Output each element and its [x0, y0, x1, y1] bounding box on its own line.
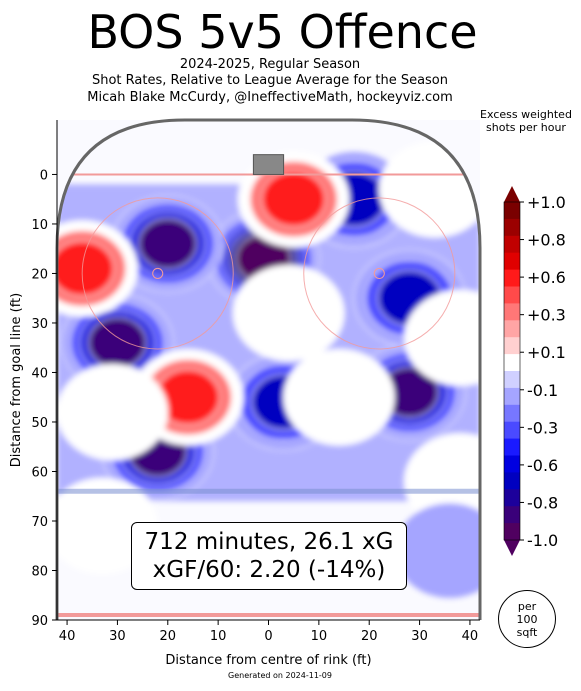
colorbar-tick-label: -0.3 — [527, 418, 558, 437]
colorbar-segment — [504, 489, 520, 507]
subtitle-author: Micah Blake McCurdy, @IneffectiveMath, h… — [87, 90, 453, 105]
x-tick-label: 10 — [210, 629, 227, 644]
x-tick-label: 40 — [462, 629, 479, 644]
colorbar-segment — [504, 371, 520, 389]
heatmap-region-18 — [393, 502, 480, 599]
colorbar-tick-label: -0.1 — [527, 381, 558, 400]
faceoff-circle-0 — [81, 197, 234, 350]
colorbar-segment — [504, 320, 520, 338]
x-tick-label: 30 — [411, 629, 428, 644]
colorbar-segment — [504, 337, 520, 355]
heatmap-region-14 — [404, 289, 480, 387]
colorbar-tick-label: +0.6 — [527, 268, 566, 287]
colorbar-segment — [504, 218, 520, 237]
x-tick-label: 30 — [109, 629, 126, 644]
colorbar-segment — [504, 387, 520, 406]
colorbar-tick-label: +1.0 — [527, 193, 566, 212]
stats-xgf60: xGF/60: 2.20 (-14%) — [152, 557, 386, 583]
x-tick-label: 20 — [361, 629, 378, 644]
y-tick-label: 70 — [31, 515, 48, 530]
y-axis-label: Distance from goal line (ft) — [9, 293, 24, 467]
per-label: per — [517, 599, 537, 613]
colorbar-segment — [504, 269, 520, 287]
colorbar-tick-label: +0.1 — [527, 343, 566, 362]
generated-date: Generated on 2024-11-09 — [228, 671, 332, 680]
faceoff-dot-0 — [152, 267, 164, 280]
y-tick-label: 60 — [31, 465, 48, 480]
heatmap-layer — [57, 141, 480, 599]
colorbar-segment — [504, 235, 520, 254]
colorbar-title: Excess weighted shots per hour — [480, 108, 572, 134]
colorbar-frame — [503, 201, 521, 541]
stats-box: 712 minutes, 26.1 xG xGF/60: 2.20 (-14%) — [131, 522, 407, 590]
y-tick-label: 10 — [31, 218, 48, 233]
heatmap-region-12 — [232, 264, 345, 362]
colorbar-segment — [504, 523, 520, 541]
colorbar-tick-label: +0.8 — [527, 231, 566, 250]
per-area-badge: per 100 sqft — [498, 590, 556, 648]
subtitle-season: 2024-2025, Regular Season — [179, 57, 361, 72]
colorbar-tick-label: -0.8 — [527, 493, 558, 512]
y-tick-label: 50 — [31, 416, 48, 431]
colorbar-segment — [504, 303, 520, 321]
y-tick-label: 40 — [31, 366, 48, 381]
axes: 40 30 20 10 0 10 20 30 40 0 10 20 30 40 50 60 70 80 90 Dist… — [9, 120, 480, 668]
colorbar-tick-label: -1.0 — [527, 531, 558, 550]
colorbar-tick-label: +0.3 — [527, 306, 566, 325]
colorbar-bottom-arrow — [504, 540, 520, 556]
y-tick-label: 20 — [31, 267, 48, 282]
heatmap-region-9 — [261, 171, 326, 228]
per-value: 100 — [516, 612, 538, 626]
faceoff-circle-1 — [303, 197, 456, 350]
chart-title: BOS 5v5 Offence — [87, 5, 478, 59]
heatmap-region-1 — [138, 218, 198, 270]
colorbar-top-arrow — [504, 186, 520, 202]
x-tick-label: 40 — [59, 629, 76, 644]
rink-markings — [57, 154, 480, 618]
colorbar-segment — [504, 252, 520, 271]
x-axis-label: Distance from centre of rink (ft) — [165, 653, 371, 668]
colorbar-segment — [504, 286, 520, 304]
colorbar-segment — [504, 404, 520, 423]
colorbar-segment — [504, 438, 520, 456]
colorbar-segment — [504, 506, 520, 524]
x-tick-label: 0 — [264, 629, 272, 644]
y-tick-label: 0 — [40, 168, 48, 183]
y-tick-label: 90 — [31, 614, 48, 629]
goal-net — [252, 154, 285, 175]
colorbar-tick-label: -0.6 — [527, 456, 558, 475]
x-tick-label: 10 — [311, 629, 328, 644]
heatmap-region-15 — [283, 348, 395, 446]
rink-boards — [55, 118, 482, 620]
y-tick-label: 80 — [31, 564, 48, 579]
y-tick-label: 30 — [31, 317, 48, 332]
colorbar-segment — [504, 202, 520, 220]
per-unit: sqft — [516, 625, 538, 639]
faceoff-dot-1 — [373, 267, 385, 280]
colorbar-segment — [504, 354, 520, 372]
x-tick-label: 20 — [160, 629, 177, 644]
heatmap-region-16 — [57, 363, 169, 461]
colorbar: +1.0 +0.8 +0.6 +0.3 +0.1 -0.1 -0.3 -0.6 -0.8 -1.0 — [503, 186, 566, 556]
heatmap-region-2 — [88, 317, 147, 369]
subtitle-description: Shot Rates, Relative to League Average f… — [91, 73, 449, 88]
colorbar-segment — [504, 472, 520, 490]
colorbar-segment — [504, 455, 520, 473]
colorbar-segment — [504, 421, 520, 440]
stats-minutes-xg: 712 minutes, 26.1 xG — [144, 529, 394, 555]
